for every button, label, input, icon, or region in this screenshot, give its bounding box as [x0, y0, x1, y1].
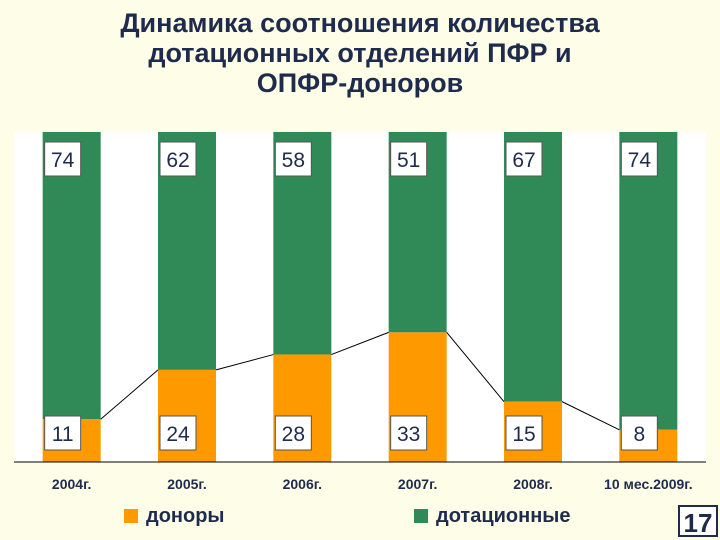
x-tick-label: 10 мес.2009г. [604, 476, 693, 492]
bar-subsidized [504, 132, 562, 402]
x-tick-label: 2007г. [398, 476, 437, 492]
data-label-box-subsidized [390, 141, 428, 177]
x-tick-label: 2008г. [513, 476, 552, 492]
legend-label-donors: доноры [146, 504, 225, 527]
data-label-box-donors [44, 415, 82, 451]
data-label-donors: 11 [52, 423, 74, 446]
title-line-1: Динамика соотношения количества [120, 8, 600, 38]
x-tick-label: 2004г. [52, 476, 91, 492]
donor-trend-line [100, 369, 159, 420]
legend-label-subsidized: дотационные [436, 504, 571, 527]
data-label-subsidized: 67 [512, 149, 535, 172]
data-label-box-subsidized [274, 141, 312, 177]
title-line-2: дотационных отделений ПФР и [148, 38, 572, 68]
legend-donors: доноры [124, 505, 225, 527]
plot-area [14, 132, 706, 462]
data-label-subsidized: 74 [628, 149, 652, 172]
data-label-donors: 15 [512, 423, 535, 446]
data-label-box-subsidized [620, 141, 658, 177]
donor-trend-line [561, 401, 620, 431]
data-label-donors: 28 [282, 423, 305, 446]
data-label-box-donors [620, 415, 658, 451]
legend-subsidized: дотационные [414, 505, 571, 527]
legend-swatch-subsidized [414, 509, 428, 523]
data-label-subsidized: 51 [397, 149, 420, 172]
data-label-box-donors [390, 415, 428, 451]
donor-trend-line [446, 332, 505, 402]
data-label-subsidized: 62 [166, 149, 189, 172]
data-label-donors: 8 [633, 423, 645, 446]
data-label-donors: 24 [166, 423, 190, 446]
data-label-subsidized: 74 [51, 149, 75, 172]
donor-trend-line [215, 354, 274, 371]
data-label-box-donors [159, 415, 197, 451]
data-label-box-subsidized [44, 141, 82, 177]
data-label-donors: 33 [397, 423, 420, 446]
x-tick-label: 2006г. [283, 476, 322, 492]
bar-subsidized [42, 132, 101, 420]
data-label-box-subsidized [159, 141, 197, 177]
data-label-box-donors [274, 415, 312, 451]
slide-number: 17 [678, 505, 718, 538]
chart-title: Динамика соотношения количества дотацион… [40, 8, 680, 98]
data-label-box-donors [505, 415, 543, 451]
data-label-box-subsidized [505, 141, 543, 177]
donor-trend-line [331, 331, 389, 356]
bar-subsidized [619, 132, 678, 430]
legend-swatch-donors [124, 509, 138, 523]
x-tick-label: 2005г. [167, 476, 206, 492]
title-line-3: ОПФР-доноров [256, 68, 464, 98]
data-label-subsidized: 58 [282, 149, 305, 172]
